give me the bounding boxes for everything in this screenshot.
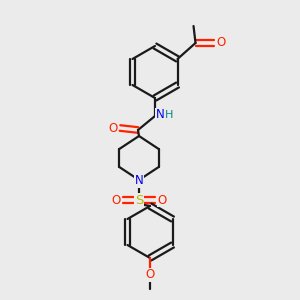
- Text: O: O: [216, 37, 225, 50]
- Text: O: O: [158, 194, 166, 206]
- Text: N: N: [135, 175, 143, 188]
- Text: S: S: [135, 194, 143, 206]
- Text: N: N: [156, 109, 164, 122]
- Text: H: H: [165, 110, 173, 120]
- Text: O: O: [108, 122, 118, 134]
- Text: O: O: [146, 268, 154, 281]
- Text: O: O: [111, 194, 121, 206]
